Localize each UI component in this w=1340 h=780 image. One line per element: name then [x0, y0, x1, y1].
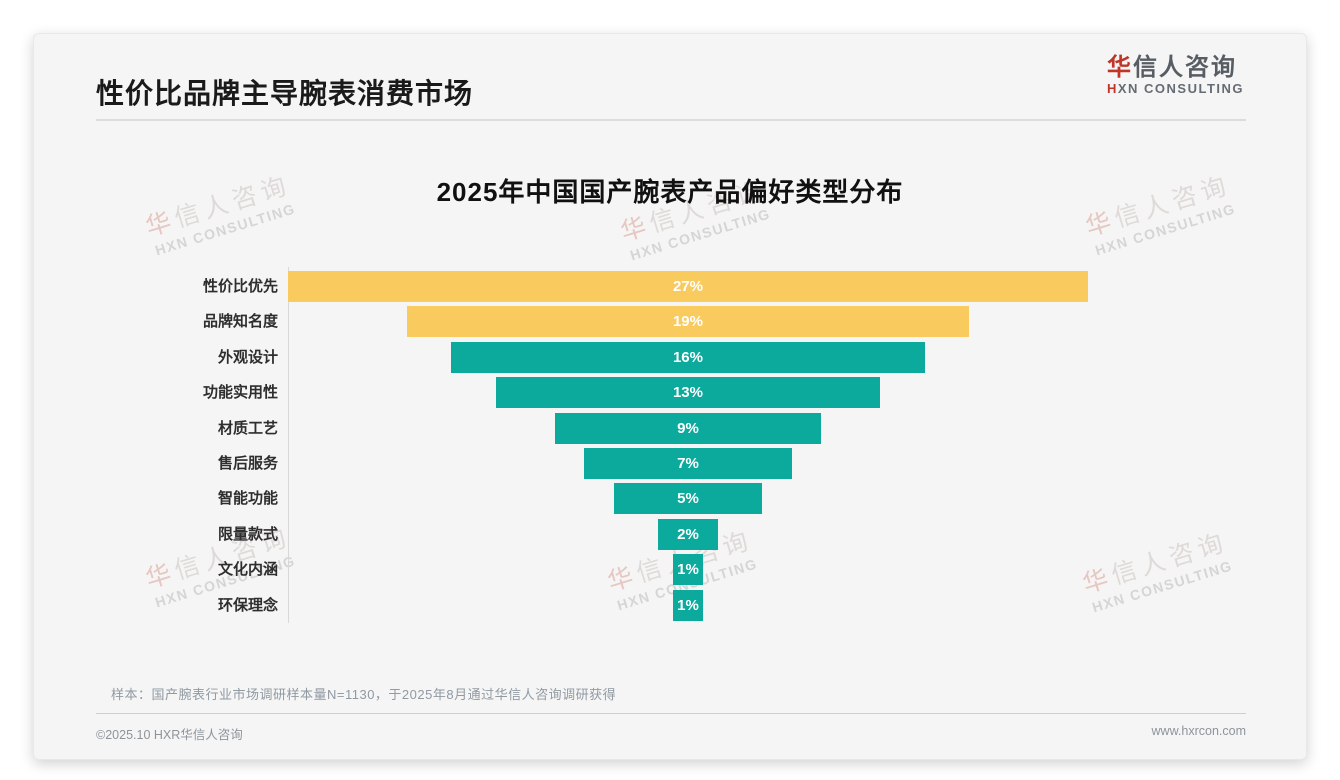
funnel-bar: 27%	[288, 271, 1088, 302]
bar-value-label: 16%	[672, 348, 703, 366]
category-label: 品牌知名度	[202, 313, 278, 331]
logo-cjk-accent: 华	[1106, 54, 1133, 81]
website-url: www.hxrcon.com	[1151, 724, 1246, 738]
bar-value-label: 2%	[677, 525, 699, 543]
category-label: 限量款式	[217, 525, 278, 543]
funnel-bar: 5%	[614, 483, 762, 515]
logo-latin-rest: XN CONSULTING	[1117, 80, 1244, 96]
funnel-chart: 性价比优先 27% 品牌知名度 19% 外观设计 16% 功能实用性 13% 材质工艺 9% 售后服…	[34, 267, 1306, 631]
y-axis-line	[288, 267, 289, 623]
bar-value-label: 13%	[672, 384, 703, 402]
funnel-bar: 16%	[451, 341, 925, 373]
category-label: 材质工艺	[217, 419, 278, 437]
title-divider	[96, 119, 1246, 121]
funnel-bar: 1%	[673, 589, 703, 621]
bar-value-label: 1%	[677, 561, 699, 579]
funnel-bar: 1%	[673, 554, 703, 586]
bar-value-label: 1%	[677, 596, 699, 614]
page-title: 性价比品牌主导腕表消费市场	[96, 78, 474, 109]
funnel-bar: 9%	[554, 412, 822, 444]
chart-title: 2025年中国国产腕表产品偏好类型分布	[436, 177, 904, 207]
funnel-bar: 13%	[495, 377, 881, 409]
category-label: 外观设计	[217, 348, 278, 366]
footer: ©2025.10 HXR华信人咨询 www.hxrcon.com	[96, 724, 1246, 743]
bar-value-label: 5%	[677, 490, 699, 508]
category-label: 智能功能	[217, 490, 278, 508]
bar-value-label: 9%	[677, 419, 699, 437]
bar-value-label: 7%	[677, 455, 699, 472]
funnel-bar: 19%	[406, 306, 970, 338]
category-label: 功能实用性	[202, 384, 278, 402]
footer-divider	[96, 713, 1246, 714]
category-label: 性价比优先	[202, 278, 278, 295]
sample-note: 样本：国产腕表行业市场调研样本量N=1130，于2025年8月通过华信人咨询调研…	[111, 687, 617, 702]
funnel-bar: 2%	[658, 518, 718, 550]
logo-latin-accent: H	[1106, 80, 1118, 96]
report-card: 性价比品牌主导腕表消费市场 华信人咨询 HXN CONSULTING 华信人咨询…	[33, 33, 1307, 760]
category-label: 售后服务	[217, 455, 278, 472]
logo-cjk-rest: 信人咨询	[1132, 54, 1237, 81]
bar-value-label: 19%	[672, 313, 703, 331]
category-label: 文化内涵	[217, 561, 278, 579]
company-logo: 华信人咨询 HXN CONSULTING	[1107, 54, 1244, 97]
copyright-text: ©2025.10 HXR华信人咨询	[96, 728, 243, 742]
category-label: 环保理念	[217, 596, 278, 614]
bar-value-label: 27%	[672, 278, 703, 295]
logo-latin-line: HXN CONSULTING	[1106, 80, 1244, 97]
funnel-bar: 7%	[584, 448, 792, 479]
logo-cjk-line: 华信人咨询	[1107, 54, 1244, 82]
